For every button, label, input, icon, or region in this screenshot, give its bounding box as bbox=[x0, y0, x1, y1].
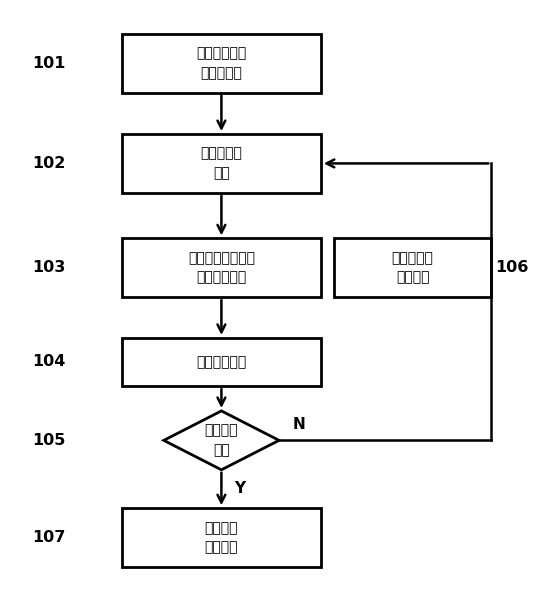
Text: 106: 106 bbox=[496, 260, 529, 275]
Polygon shape bbox=[164, 411, 279, 470]
Text: 油水边界及生产井
单井流场评价: 油水边界及生产井 单井流场评价 bbox=[188, 251, 255, 285]
FancyBboxPatch shape bbox=[334, 238, 491, 297]
Text: 103: 103 bbox=[32, 260, 65, 275]
Text: 计算速度场
分布: 计算速度场 分布 bbox=[200, 147, 243, 180]
FancyBboxPatch shape bbox=[122, 34, 321, 93]
Text: 确定目标选区
及初始条件: 确定目标选区 及初始条件 bbox=[196, 47, 247, 80]
Text: 104: 104 bbox=[32, 355, 65, 369]
Text: N: N bbox=[292, 417, 305, 432]
Text: 判断满足
期望: 判断满足 期望 bbox=[205, 424, 238, 457]
FancyBboxPatch shape bbox=[122, 508, 321, 567]
Text: 107: 107 bbox=[32, 530, 65, 545]
FancyBboxPatch shape bbox=[122, 238, 321, 297]
Text: 102: 102 bbox=[32, 156, 65, 171]
Text: 流场调控
设计结果: 流场调控 设计结果 bbox=[205, 521, 238, 554]
Text: Y: Y bbox=[235, 481, 246, 497]
Text: 调整井网及
注采参数: 调整井网及 注采参数 bbox=[392, 251, 433, 285]
FancyBboxPatch shape bbox=[122, 134, 321, 193]
Text: 求取评价系数: 求取评价系数 bbox=[196, 355, 247, 369]
Text: 101: 101 bbox=[32, 56, 65, 71]
FancyBboxPatch shape bbox=[122, 338, 321, 386]
Text: 105: 105 bbox=[32, 433, 65, 448]
